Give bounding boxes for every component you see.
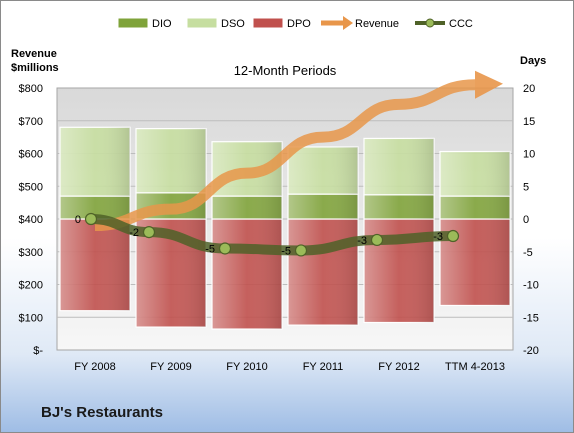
- ccc-data-label: -2: [129, 227, 139, 239]
- ccc-point: [294, 244, 308, 257]
- bar-sheen: [136, 128, 206, 193]
- bar-sheen: [288, 219, 358, 326]
- company-name: BJ's Restaurants: [41, 404, 163, 421]
- left-tick-label: $-: [33, 345, 43, 357]
- left-tick-label: $100: [19, 312, 43, 324]
- category-label: FY 2010: [226, 361, 267, 373]
- legend-swatch-dio: [117, 17, 149, 29]
- ccc-data-label: -3: [357, 235, 367, 247]
- category-label: FY 2009: [150, 361, 191, 373]
- legend-swatch-dso: [186, 17, 218, 29]
- legend-label-dpo: DPO: [287, 18, 311, 30]
- bar-sheen: [60, 219, 130, 311]
- revenue-line: [94, 79, 476, 232]
- legend-arrowhead-revenue: [343, 16, 353, 30]
- legend-label-revenue: Revenue: [355, 18, 399, 30]
- category-label: FY 2011: [303, 361, 344, 373]
- legend-swatch-dpo: [252, 17, 284, 29]
- bar-sheen: [60, 127, 130, 197]
- left-tick-label: $500: [19, 181, 43, 193]
- left-tick-label: $700: [19, 116, 43, 128]
- bar-sheen: [288, 146, 358, 195]
- ccc-point: [370, 233, 384, 247]
- ccc-data-label: 0: [75, 214, 81, 226]
- legend-marker-ccc: [425, 18, 435, 28]
- ccc-point: [142, 226, 156, 239]
- category-label: FY 2008: [74, 361, 115, 373]
- right-tick-label: -5: [523, 247, 533, 259]
- right-tick-label: -20: [523, 345, 539, 357]
- left-tick-label: $300: [19, 247, 43, 259]
- right-tick-label: 15: [523, 116, 535, 128]
- right-tick-label: -10: [523, 280, 539, 292]
- legend-label-dio: DIO: [152, 18, 172, 30]
- right-tick-label: 5: [523, 181, 529, 193]
- bar-sheen: [212, 196, 282, 219]
- right-tick-label: 10: [523, 149, 535, 161]
- bar-sheen: [364, 138, 434, 195]
- bar-sheen: [288, 194, 358, 219]
- revenue-arrowhead: [475, 70, 503, 99]
- right-axis-label: Days: [520, 55, 546, 67]
- category-label: TTM 4-2013: [445, 361, 505, 373]
- legend-label-dso: DSO: [221, 18, 245, 30]
- right-tick-label: -15: [523, 312, 539, 324]
- bar-sheen: [364, 194, 434, 219]
- bar-sheen: [440, 196, 510, 219]
- ccc-point: [84, 212, 98, 226]
- chart-title: 12-Month Periods: [234, 63, 337, 78]
- left-tick-label: $600: [19, 149, 43, 161]
- ccc-point: [218, 242, 232, 255]
- category-label: FY 2012: [378, 361, 419, 373]
- left-tick-label: $200: [19, 280, 43, 292]
- left-axis-label-line1: Revenue: [11, 48, 57, 60]
- ccc-point: [446, 229, 460, 243]
- bar-sheen: [60, 196, 130, 219]
- left-tick-label: $400: [19, 214, 43, 226]
- legend-label-ccc: CCC: [449, 18, 473, 30]
- ccc-data-label: -3: [433, 231, 443, 243]
- bar-sheen: [440, 151, 510, 197]
- left-tick-label: $800: [19, 83, 43, 95]
- ccc-data-label: -5: [281, 245, 291, 257]
- right-tick-label: 0: [523, 214, 529, 226]
- bar-sheen: [212, 219, 282, 330]
- right-tick-label: 20: [523, 83, 535, 95]
- ccc-data-label: -5: [205, 243, 215, 255]
- left-axis-label-line2: $millions: [11, 62, 59, 74]
